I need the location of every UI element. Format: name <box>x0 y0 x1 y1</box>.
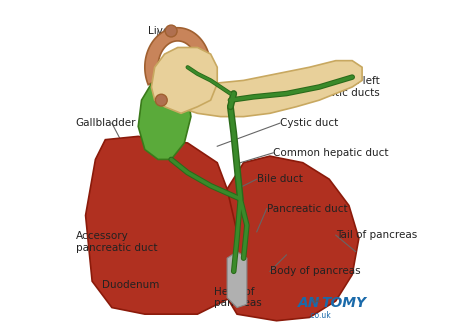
Text: Liver: Liver <box>148 26 174 36</box>
Circle shape <box>155 94 167 106</box>
Text: TOMY: TOMY <box>321 295 366 310</box>
Polygon shape <box>86 136 237 314</box>
Text: Body of pancreas: Body of pancreas <box>270 266 361 276</box>
Circle shape <box>165 25 177 37</box>
Polygon shape <box>224 156 359 321</box>
Text: Bile duct: Bile duct <box>257 174 302 184</box>
Text: Head of
pancreas: Head of pancreas <box>214 287 262 308</box>
Polygon shape <box>145 28 210 85</box>
Polygon shape <box>138 77 191 159</box>
Text: AN: AN <box>298 295 320 310</box>
Polygon shape <box>158 61 362 117</box>
Text: Common hepatic duct: Common hepatic duct <box>273 148 389 158</box>
Text: .co.uk: .co.uk <box>308 311 330 320</box>
Text: Accessory
pancreatic duct: Accessory pancreatic duct <box>76 231 157 253</box>
Text: Duodenum: Duodenum <box>102 280 159 290</box>
Text: Pancreatic duct: Pancreatic duct <box>267 204 347 214</box>
Polygon shape <box>151 47 217 113</box>
Text: Gallbladder: Gallbladder <box>76 118 136 128</box>
Text: Right and left
hepatic ducts: Right and left hepatic ducts <box>310 76 380 98</box>
Text: Tail of pancreas: Tail of pancreas <box>336 230 417 240</box>
Polygon shape <box>227 252 247 307</box>
Text: Cystic duct: Cystic duct <box>280 118 338 128</box>
Text: ✂: ✂ <box>311 297 320 308</box>
